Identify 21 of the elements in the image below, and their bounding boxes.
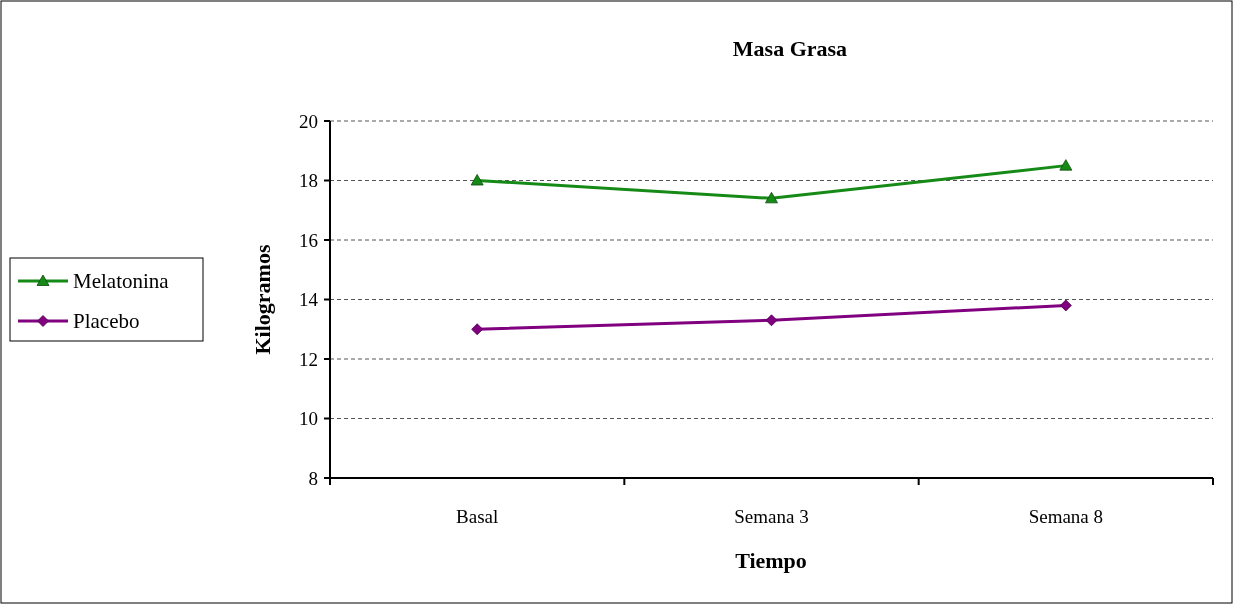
- y-axis-title: Kilogramos: [250, 244, 275, 355]
- legend-label: Placebo: [73, 309, 140, 334]
- y-tick-label: 16: [299, 229, 318, 251]
- x-axis-title: Tiempo: [735, 548, 807, 573]
- point: [765, 314, 778, 327]
- legend-label: Melatonina: [73, 269, 170, 294]
- y-tick-label: 8: [308, 467, 318, 489]
- x-tick-label: Semana 8: [1028, 506, 1104, 527]
- y-tick-label: 12: [299, 348, 318, 370]
- x-tick-label: Basal: [456, 506, 499, 527]
- point: [470, 174, 484, 186]
- y-tick-label: 14: [299, 289, 319, 311]
- point: [1059, 299, 1072, 312]
- point: [765, 191, 778, 204]
- chart-title: Masa Grasa: [732, 36, 848, 61]
- x-tick-label: Semana 3: [734, 506, 809, 527]
- y-tick-label: 18: [299, 170, 318, 192]
- point: [1059, 159, 1073, 171]
- y-tick-label: 20: [299, 110, 318, 132]
- y-tick-label: 10: [299, 408, 318, 430]
- point: [471, 323, 484, 336]
